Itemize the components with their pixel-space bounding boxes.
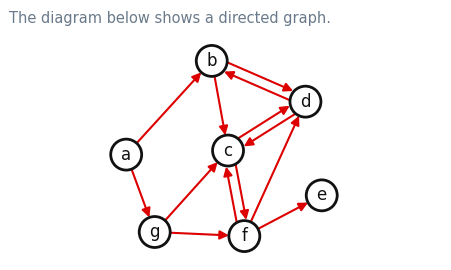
Text: a: a [121, 146, 131, 164]
Text: c: c [223, 141, 232, 160]
Circle shape [228, 221, 259, 252]
Text: e: e [316, 186, 326, 204]
Text: The diagram below shows a directed graph.: The diagram below shows a directed graph… [9, 11, 330, 26]
Circle shape [289, 86, 320, 117]
Text: b: b [206, 52, 216, 70]
Text: d: d [299, 93, 310, 111]
Circle shape [110, 139, 141, 170]
Circle shape [196, 45, 227, 76]
Text: f: f [241, 227, 247, 245]
Text: g: g [149, 223, 160, 241]
Circle shape [212, 135, 243, 166]
Circle shape [139, 217, 170, 248]
Circle shape [306, 180, 336, 211]
